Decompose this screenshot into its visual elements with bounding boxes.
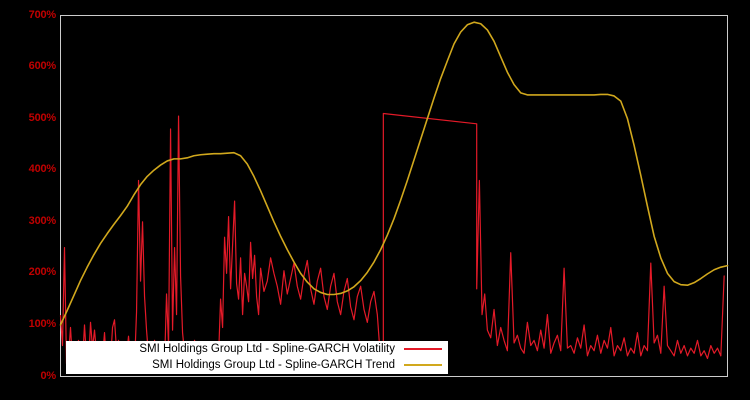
legend-entry[interactable]: SMI Holdings Group Ltd - Spline-GARCH Vo…: [66, 341, 448, 357]
legend-color-swatch: [404, 348, 442, 350]
legend: SMI Holdings Group Ltd - Spline-GARCH Vo…: [66, 341, 448, 374]
y-axis-tick-label-group: 700% 600% 500% 400% 300% 200% 100% 0%: [0, 0, 57, 400]
plot-frame-border: [60, 15, 728, 377]
y-axis-tick-label: 100%: [28, 317, 57, 330]
y-axis-tick-label: 300%: [28, 214, 57, 227]
y-axis-tick-label: 400%: [28, 163, 57, 176]
series-line-volatility: [59, 112, 725, 367]
y-axis-tick-label: 500%: [28, 111, 57, 124]
legend-entry-label: SMI Holdings Group Ltd - Spline-GARCH Vo…: [139, 343, 395, 355]
y-axis-tick-label: 600%: [28, 60, 57, 73]
legend-entry[interactable]: SMI Holdings Group Ltd - Spline-GARCH Tr…: [66, 357, 448, 373]
y-axis-tick-label: 200%: [28, 266, 57, 279]
series-line-trend: [59, 21, 729, 326]
legend-color-swatch: [404, 364, 442, 366]
y-axis-tick-label: 700%: [28, 8, 57, 21]
legend-entry-label: SMI Holdings Group Ltd - Spline-GARCH Tr…: [152, 359, 395, 371]
y-axis-tick-label: 0%: [40, 369, 57, 382]
